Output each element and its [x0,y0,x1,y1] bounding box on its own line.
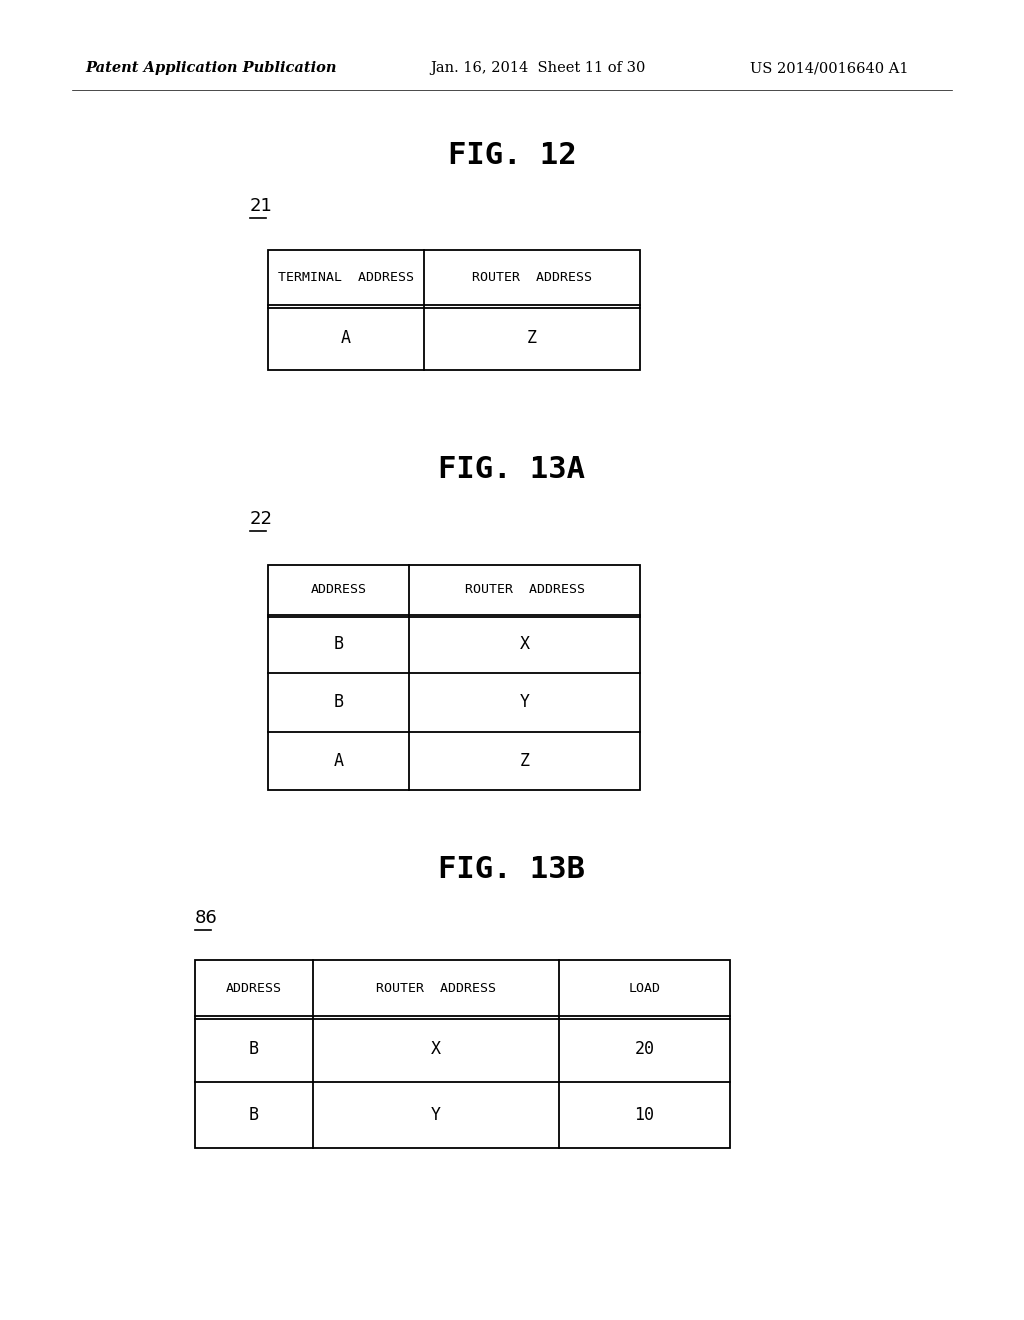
Text: US 2014/0016640 A1: US 2014/0016640 A1 [750,61,908,75]
Text: Z: Z [527,329,538,347]
Bar [268,565,640,789]
Text: Y: Y [431,1106,440,1125]
Text: B: B [334,693,344,711]
Text: A: A [341,329,351,347]
Text: FIG. 13B: FIG. 13B [438,855,586,884]
Text: FIG. 13A: FIG. 13A [438,455,586,484]
Text: 22: 22 [250,510,273,528]
Text: A: A [334,752,344,770]
Text: Z: Z [520,752,529,770]
Bar [195,960,730,1148]
Bar [268,249,640,370]
Text: LOAD: LOAD [629,982,660,994]
Text: ROUTER  ADDRESS: ROUTER ADDRESS [472,271,592,284]
Text: ROUTER  ADDRESS: ROUTER ADDRESS [376,982,496,994]
Text: Y: Y [520,693,529,711]
Text: ADDRESS: ADDRESS [226,982,282,994]
Text: B: B [334,635,344,653]
Text: 86: 86 [195,909,218,927]
Text: X: X [520,635,529,653]
Text: X: X [431,1040,440,1059]
Text: 21: 21 [250,197,272,215]
Text: ADDRESS: ADDRESS [310,583,367,597]
Text: ROUTER  ADDRESS: ROUTER ADDRESS [465,583,585,597]
Text: B: B [249,1040,259,1059]
Text: TERMINAL  ADDRESS: TERMINAL ADDRESS [279,271,414,284]
Text: B: B [249,1106,259,1125]
Text: 10: 10 [635,1106,654,1125]
Text: FIG. 12: FIG. 12 [447,140,577,169]
Text: Jan. 16, 2014  Sheet 11 of 30: Jan. 16, 2014 Sheet 11 of 30 [430,61,645,75]
Text: 20: 20 [635,1040,654,1059]
Text: Patent Application Publication: Patent Application Publication [85,61,337,75]
